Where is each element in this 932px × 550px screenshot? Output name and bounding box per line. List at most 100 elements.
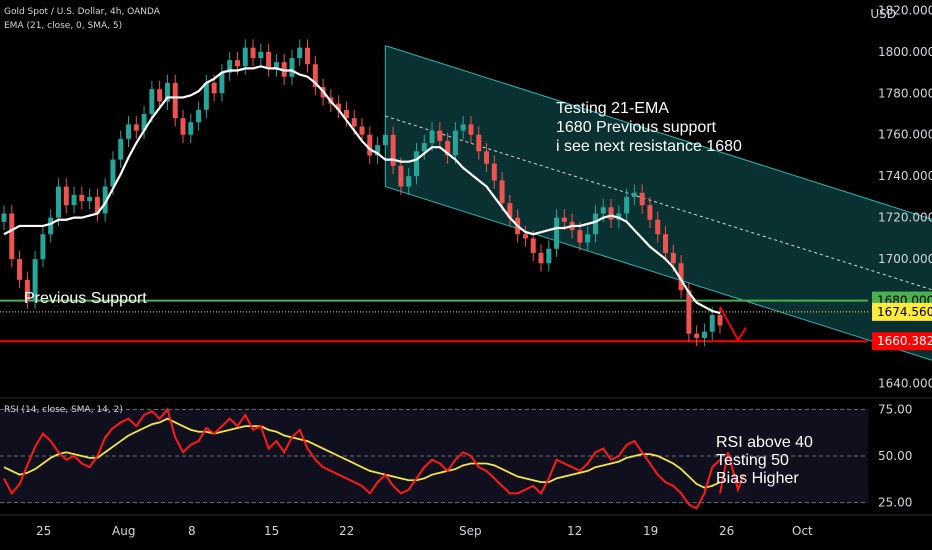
candle-body bbox=[149, 89, 155, 115]
projection-arrow bbox=[719, 306, 747, 342]
rsi-annotation-line: Testing 50 bbox=[716, 452, 789, 469]
x-tick-label: 12 bbox=[567, 524, 582, 538]
candle-body bbox=[452, 130, 458, 156]
candle-body bbox=[592, 213, 598, 235]
candle-body bbox=[608, 207, 614, 220]
x-tick-label: 15 bbox=[264, 524, 279, 538]
rsi-projection bbox=[719, 452, 745, 494]
candle-body bbox=[55, 186, 61, 218]
rsi-line bbox=[3, 407, 721, 510]
candle-body bbox=[40, 234, 46, 260]
candle-body bbox=[429, 130, 435, 144]
candle-body bbox=[297, 47, 303, 59]
candle-body bbox=[670, 252, 676, 264]
candle-body bbox=[663, 234, 669, 253]
candle-body bbox=[9, 213, 15, 260]
candle-body bbox=[554, 217, 560, 249]
price-tick-label: 1700.000 bbox=[878, 252, 932, 266]
candle-body bbox=[476, 134, 482, 152]
x-tick-label: 25 bbox=[36, 524, 51, 538]
level-tag-label-2: 1660.382 bbox=[877, 334, 932, 348]
channel-lower-line bbox=[385, 186, 932, 361]
candle-body bbox=[126, 124, 132, 139]
candle-body bbox=[141, 114, 147, 131]
candle-body bbox=[188, 122, 194, 135]
candle-body bbox=[164, 82, 170, 102]
candle-body bbox=[655, 219, 661, 235]
level-tag-label-1: 1674.560 bbox=[877, 305, 932, 319]
annotation-line: 1680 Previous support bbox=[556, 119, 717, 136]
x-tick-label: Aug bbox=[112, 524, 135, 538]
x-tick-label: 26 bbox=[719, 524, 734, 538]
candle-body bbox=[491, 163, 497, 181]
candle-body bbox=[157, 89, 163, 102]
candle-body bbox=[79, 194, 85, 202]
ema-label: EMA (21, close, 0, SMA, 5) bbox=[4, 21, 123, 31]
candle-body bbox=[63, 186, 69, 206]
currency-label: USD bbox=[870, 7, 896, 21]
candle-body bbox=[172, 82, 178, 119]
price-tick-label: 1760.000 bbox=[878, 128, 932, 142]
rsi-tick-label: 50.00 bbox=[878, 449, 912, 463]
candle-body bbox=[266, 51, 272, 69]
candle-body bbox=[678, 263, 684, 291]
candle-body bbox=[530, 238, 536, 253]
candle-body bbox=[196, 109, 202, 123]
channel-fill bbox=[385, 45, 932, 361]
candle-body bbox=[507, 203, 513, 218]
level-tag-1 bbox=[872, 302, 932, 321]
candle-body bbox=[227, 60, 233, 73]
candle-body bbox=[211, 82, 217, 94]
candle-body bbox=[351, 118, 357, 127]
candle-body bbox=[48, 217, 54, 235]
x-tick-label: 8 bbox=[188, 524, 196, 538]
candle-body bbox=[585, 234, 591, 243]
rsi-label: RSI (14, close, SMA, 14, 2) bbox=[4, 405, 123, 415]
rsi-ma-line bbox=[3, 417, 721, 489]
price-tick-label: 1640.000 bbox=[878, 376, 932, 390]
candle-body bbox=[118, 138, 124, 160]
candle-body bbox=[289, 58, 295, 77]
candle-body bbox=[234, 60, 240, 67]
candle-body bbox=[600, 207, 606, 214]
candle-body bbox=[312, 64, 318, 88]
candle-body bbox=[180, 118, 186, 135]
candle-body bbox=[561, 217, 567, 222]
candle-body bbox=[701, 331, 707, 338]
candle-body bbox=[24, 279, 30, 301]
candle-body bbox=[499, 180, 505, 204]
candle-body bbox=[421, 143, 427, 152]
price-tick-label: 1740.000 bbox=[878, 169, 932, 183]
candle-body bbox=[359, 126, 365, 135]
price-tick-label: 1780.000 bbox=[878, 86, 932, 100]
rsi-annotation-line: RSI above 40 bbox=[716, 434, 813, 451]
candle-body bbox=[336, 103, 342, 110]
candle-body bbox=[273, 62, 279, 69]
candle-body bbox=[32, 259, 38, 301]
rsi-tick-label: 75.00 bbox=[878, 402, 912, 416]
candle-body bbox=[305, 47, 311, 65]
price-tick-label: 1800.000 bbox=[878, 45, 932, 59]
candle-body bbox=[460, 124, 466, 131]
candle-body bbox=[406, 176, 412, 187]
candle-body bbox=[258, 51, 264, 59]
candle-body bbox=[717, 315, 723, 326]
candle-body bbox=[522, 234, 528, 239]
candle-body bbox=[1, 213, 7, 222]
annotation-line: i see next resistance 1680 bbox=[556, 138, 742, 155]
candle-body bbox=[133, 124, 139, 131]
candle-body bbox=[242, 47, 248, 67]
candle-body bbox=[250, 47, 256, 59]
annotation-line: Testing 21-EMA bbox=[556, 100, 669, 117]
candle-body bbox=[71, 194, 77, 206]
candle-body bbox=[624, 196, 630, 214]
candle-body bbox=[382, 134, 388, 146]
channel-upper-line bbox=[385, 45, 932, 220]
candle-body bbox=[398, 165, 404, 187]
candle-body bbox=[375, 145, 381, 156]
candle-body bbox=[102, 186, 108, 214]
x-tick-label: Oct bbox=[792, 524, 813, 538]
candle-body bbox=[468, 124, 474, 135]
candle-body bbox=[538, 252, 544, 264]
